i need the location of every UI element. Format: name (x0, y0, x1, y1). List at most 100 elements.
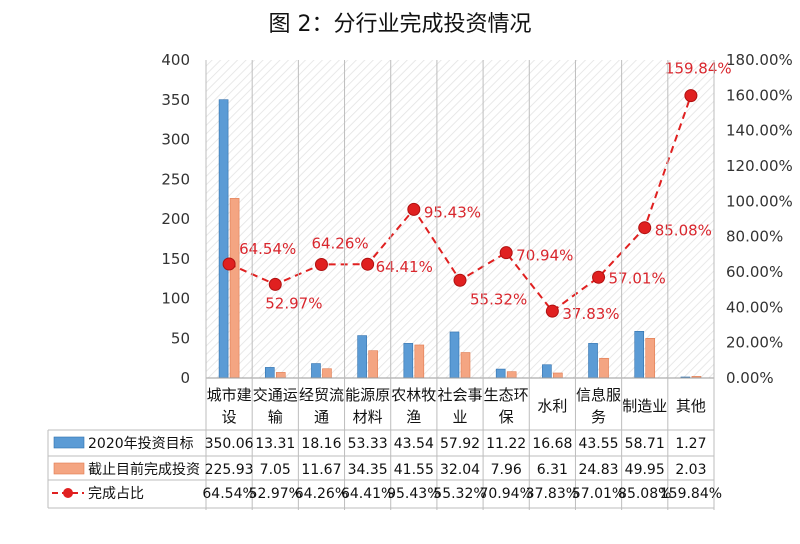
category-label: 通 (314, 408, 329, 426)
table-cell: 32.04 (440, 462, 480, 478)
right-axis-tick: 180.00% (726, 51, 793, 69)
table-cell: 16.68 (532, 436, 572, 452)
right-axis-tick: 40.00% (726, 298, 783, 316)
table-cell: 53.33 (348, 436, 388, 452)
table-cell: 52.97% (249, 486, 302, 502)
bar-completed (229, 198, 240, 379)
table-cell: 1.27 (675, 436, 706, 452)
completion-point (314, 257, 328, 271)
completion-label: 64.41% (376, 258, 433, 276)
category-label: 渔 (406, 408, 421, 426)
table-cell: 57.92 (440, 436, 480, 452)
completion-point (684, 89, 698, 103)
bar-target (311, 363, 321, 379)
bar-target (634, 331, 645, 379)
right-axis-tick: 0.00% (726, 369, 774, 387)
table-cell: 58.71 (625, 436, 665, 452)
category-label: 务 (591, 408, 606, 426)
table-cell: 11.22 (486, 436, 526, 452)
table-cell: 95.43% (387, 486, 440, 502)
bar-completed (414, 344, 425, 379)
right-axis-tick: 100.00% (726, 192, 793, 210)
bar-completed (645, 337, 656, 379)
legend-marker (63, 488, 73, 498)
completion-label: 159.84% (665, 60, 732, 78)
category-label: 交通运 (253, 386, 298, 404)
bar-target (449, 331, 460, 379)
completion-point (361, 257, 375, 271)
bar-target (403, 343, 414, 379)
left-axis-tick: 250 (161, 170, 190, 188)
completion-label: 55.32% (470, 290, 527, 308)
table-cell: 13.31 (255, 436, 295, 452)
legend-label: 完成占比 (88, 486, 144, 502)
table-cell: 6.31 (537, 462, 568, 478)
table-cell: 159.84% (660, 486, 722, 502)
legend-label: 截止目前完成投资 (88, 461, 200, 478)
table-cell: 225.93 (205, 462, 254, 478)
bar-target (218, 99, 229, 379)
completion-point (453, 273, 467, 287)
bar-completed (368, 350, 378, 379)
bar-target (357, 335, 367, 379)
chart-title: 图 2：分行业完成投资情况 (268, 12, 532, 37)
bar-completed (460, 352, 471, 379)
table-cell: 70.94% (479, 486, 532, 502)
category-label: 生态环 (484, 386, 529, 404)
table-cell: 43.54 (394, 436, 434, 452)
bar-target (495, 368, 506, 379)
legend-swatch (53, 462, 85, 475)
table-cell: 64.41% (341, 486, 394, 502)
completion-label: 52.97% (265, 294, 322, 312)
category-label: 输 (268, 408, 283, 426)
table-cell: 41.55 (394, 462, 434, 478)
completion-label: 85.08% (655, 222, 712, 240)
category-label: 信息服 (576, 386, 621, 404)
completion-label: 37.83% (562, 305, 619, 323)
left-axis-tick: 200 (161, 210, 190, 228)
bar-target (588, 343, 598, 379)
table-cell: 11.67 (301, 462, 341, 478)
completion-point (545, 304, 559, 318)
category-label: 业 (452, 408, 467, 426)
completion-point (638, 221, 652, 235)
plot-area (206, 60, 714, 378)
table-cell: 85.08% (618, 486, 671, 502)
left-axis-tick: 150 (161, 250, 190, 268)
bar-completed (506, 371, 517, 379)
right-axis-tick: 120.00% (726, 157, 793, 175)
completion-label: 57.01% (609, 269, 666, 287)
completion-point (592, 270, 606, 284)
right-axis-tick: 20.00% (726, 334, 783, 352)
bar-completed (275, 372, 286, 379)
table-cell: 43.55 (578, 436, 618, 452)
left-axis-tick: 50 (171, 329, 190, 347)
category-label: 材料 (353, 408, 383, 426)
right-axis-tick: 160.00% (726, 86, 793, 104)
table-cell: 57.01% (572, 486, 625, 502)
table-cell: 34.35 (348, 462, 388, 478)
bar-completed (599, 357, 609, 379)
table-cell: 64.54% (202, 486, 255, 502)
table-cell: 350.06 (205, 436, 254, 452)
category-label: 保 (499, 408, 514, 426)
table-cell: 7.05 (260, 462, 291, 478)
bar-completed (322, 368, 332, 379)
completion-point (268, 277, 282, 291)
completion-label: 64.54% (239, 240, 296, 258)
left-axis-tick: 0 (180, 369, 190, 387)
table-cell: 7.96 (491, 462, 522, 478)
category-label: 其他 (676, 397, 706, 415)
right-axis-tick: 80.00% (726, 228, 783, 246)
category-label: 水利 (537, 397, 567, 415)
table-cell: 18.16 (301, 436, 341, 452)
completion-label: 64.26% (311, 234, 368, 252)
right-axis-tick: 60.00% (726, 263, 783, 281)
left-axis-tick: 300 (161, 131, 190, 149)
completion-point (222, 257, 236, 271)
bar-target (264, 367, 275, 379)
table-cell: 64.26% (295, 486, 348, 502)
category-label: 经贸流 (299, 386, 344, 404)
completion-point (407, 202, 421, 216)
